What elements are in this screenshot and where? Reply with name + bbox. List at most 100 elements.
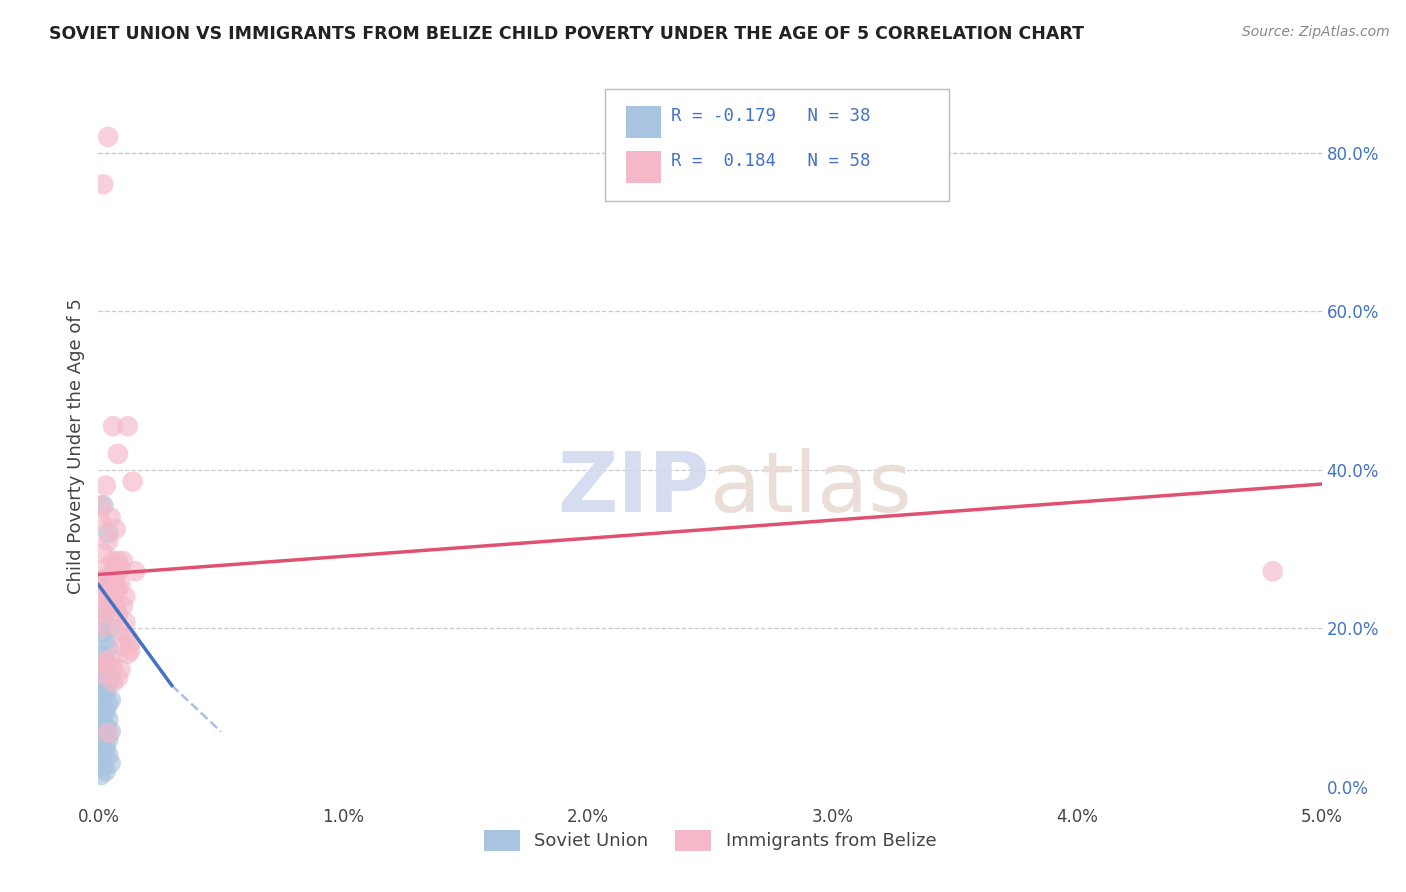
Point <box>91 667 114 681</box>
Point <box>104 599 127 614</box>
Point <box>90 752 112 766</box>
Point <box>97 534 120 549</box>
Point <box>90 768 112 782</box>
Point <box>91 546 114 560</box>
Point <box>94 764 117 778</box>
Point <box>90 574 112 588</box>
Point <box>94 685 117 699</box>
Point <box>90 700 112 714</box>
Point <box>97 526 120 541</box>
Point <box>94 740 117 755</box>
Point <box>91 620 114 634</box>
Point <box>91 673 114 687</box>
Point <box>97 641 120 656</box>
Point <box>90 578 112 592</box>
Point <box>100 669 122 683</box>
Point <box>100 570 122 584</box>
Point <box>104 562 127 576</box>
Point <box>97 732 120 747</box>
Point <box>101 578 124 592</box>
Point <box>97 129 120 144</box>
Point <box>104 522 127 536</box>
Point <box>1261 564 1284 578</box>
Text: atlas: atlas <box>710 449 911 529</box>
Point <box>97 697 120 711</box>
Point <box>111 554 134 568</box>
Point <box>111 599 134 614</box>
Point <box>101 554 124 568</box>
Point <box>94 705 117 719</box>
Legend: Soviet Union, Immigrants from Belize: Soviet Union, Immigrants from Belize <box>477 822 943 858</box>
Point <box>107 554 129 568</box>
Point <box>100 510 122 524</box>
Point <box>110 623 132 637</box>
Point <box>94 601 117 615</box>
Point <box>94 478 117 492</box>
Point <box>90 736 112 750</box>
Point <box>94 606 117 620</box>
Point <box>91 499 114 513</box>
Point <box>121 475 143 489</box>
Point <box>101 590 124 604</box>
Point <box>90 582 112 596</box>
Point <box>101 675 124 690</box>
Point <box>100 756 122 771</box>
Point <box>117 631 139 645</box>
Point <box>90 681 112 695</box>
Point <box>100 724 122 739</box>
Point <box>97 659 120 673</box>
Point <box>91 760 114 774</box>
Point <box>90 499 112 513</box>
Point <box>100 595 122 609</box>
Point <box>90 657 112 671</box>
Point <box>97 713 120 727</box>
Point <box>94 721 117 735</box>
Point <box>114 590 136 604</box>
Point <box>107 447 129 461</box>
Point <box>100 598 122 612</box>
Point <box>117 647 139 661</box>
Point <box>97 570 120 584</box>
Point <box>117 419 139 434</box>
Point <box>91 728 114 742</box>
Y-axis label: Child Poverty Under the Age of 5: Child Poverty Under the Age of 5 <box>66 298 84 594</box>
Point <box>91 649 114 664</box>
Point <box>120 635 142 649</box>
Point <box>91 609 114 624</box>
Point <box>94 562 117 576</box>
Point <box>91 178 114 192</box>
Point <box>94 633 117 648</box>
Point <box>100 651 122 665</box>
Point <box>101 419 124 434</box>
Point <box>110 562 132 576</box>
Text: R =  0.184   N = 58: R = 0.184 N = 58 <box>671 152 870 169</box>
Point <box>124 564 146 578</box>
Point <box>104 570 127 584</box>
Point <box>90 625 112 640</box>
Point <box>90 586 112 600</box>
Point <box>97 677 120 691</box>
Point <box>90 716 112 731</box>
Point <box>97 591 120 606</box>
Point <box>107 671 129 685</box>
Point <box>100 692 122 706</box>
Point <box>91 689 114 703</box>
Point <box>110 578 132 592</box>
Point <box>97 726 120 740</box>
Point <box>94 604 117 618</box>
Point <box>97 748 120 763</box>
Text: Source: ZipAtlas.com: Source: ZipAtlas.com <box>1241 25 1389 39</box>
Point <box>91 708 114 723</box>
Point <box>110 663 132 677</box>
Point <box>120 643 142 657</box>
Point <box>101 659 124 673</box>
Point <box>90 514 112 528</box>
Text: R = -0.179   N = 38: R = -0.179 N = 38 <box>671 107 870 125</box>
Point <box>94 655 117 669</box>
Point <box>114 615 136 629</box>
Text: SOVIET UNION VS IMMIGRANTS FROM BELIZE CHILD POVERTY UNDER THE AGE OF 5 CORRELAT: SOVIET UNION VS IMMIGRANTS FROM BELIZE C… <box>49 25 1084 43</box>
Point <box>94 665 117 679</box>
Point <box>91 744 114 758</box>
Point <box>100 621 122 635</box>
Text: ZIP: ZIP <box>558 449 710 529</box>
